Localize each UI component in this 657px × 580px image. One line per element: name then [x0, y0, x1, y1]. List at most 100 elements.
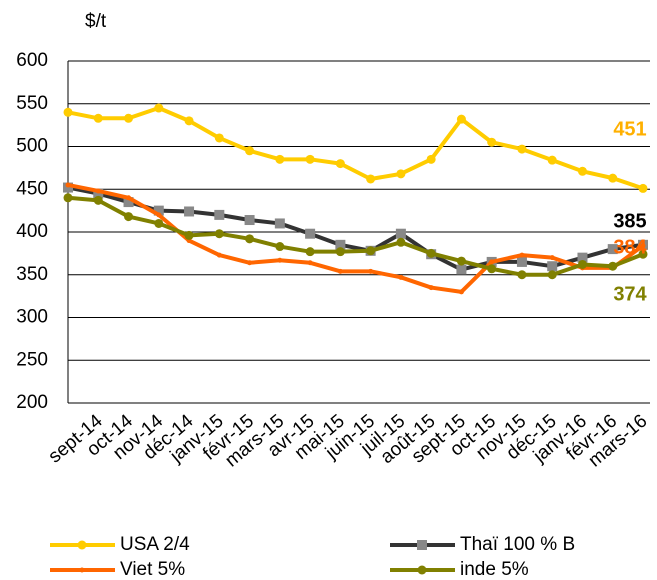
data-point [216, 252, 222, 258]
y-axis-label: $/t [85, 11, 107, 32]
data-point [123, 197, 134, 208]
data-point [426, 154, 436, 164]
data-point [456, 264, 467, 275]
data-point [638, 249, 648, 259]
data-point [124, 113, 134, 123]
data-point [607, 244, 618, 255]
data-point [489, 259, 495, 265]
data-point [335, 247, 345, 257]
series-line [67, 195, 644, 277]
data-point [305, 247, 315, 257]
data-point [307, 260, 313, 266]
data-point [426, 248, 436, 258]
data-point [516, 256, 527, 267]
series-line [67, 106, 644, 191]
data-point [366, 246, 376, 256]
legend-label: inde 5% [460, 559, 529, 580]
legend-marker [77, 540, 87, 550]
data-point [214, 229, 224, 239]
end-label: 384 [613, 236, 647, 258]
data-point [458, 289, 464, 295]
data-point [93, 113, 103, 123]
y-tick-label: 450 [16, 178, 48, 199]
end-label: 451 [613, 118, 646, 140]
series-line [67, 185, 644, 272]
data-point [154, 218, 164, 228]
data-point [214, 209, 225, 220]
data-point [63, 107, 73, 117]
data-point [428, 285, 434, 291]
data-point [577, 252, 588, 263]
data-point [396, 169, 406, 179]
data-point [63, 193, 73, 203]
end-label: 385 [613, 210, 646, 232]
data-point [638, 183, 648, 193]
y-tick-label: 300 [16, 307, 48, 328]
data-point [275, 154, 285, 164]
data-point [608, 173, 618, 183]
legend-label: Viet 5% [120, 559, 185, 580]
y-tick-label: 250 [16, 349, 48, 370]
data-point [547, 270, 557, 280]
data-point [517, 270, 527, 280]
data-point [335, 159, 345, 169]
data-point [398, 274, 404, 280]
data-point [396, 237, 406, 247]
legend-marker [79, 567, 85, 573]
y-tick-label: 550 [16, 93, 48, 114]
y-tick-label: 600 [16, 50, 48, 71]
data-point [153, 205, 164, 216]
data-point [247, 260, 253, 266]
data-point [93, 195, 103, 205]
data-point [274, 218, 285, 229]
data-point [154, 103, 164, 113]
data-point [456, 114, 466, 124]
y-tick-label: 400 [16, 221, 48, 242]
legend-marker [417, 540, 427, 550]
data-point [277, 257, 283, 263]
data-point [640, 243, 646, 249]
data-point [245, 234, 255, 244]
data-point [275, 242, 285, 252]
data-point [63, 182, 73, 193]
data-point [337, 268, 343, 274]
data-point [65, 182, 71, 188]
data-point [517, 144, 527, 154]
data-point [487, 137, 497, 147]
data-point [126, 195, 132, 201]
series-line [67, 183, 645, 294]
data-point [395, 228, 406, 239]
data-point [547, 261, 558, 272]
data-point [95, 188, 101, 194]
data-point [214, 133, 224, 143]
data-point [156, 212, 162, 218]
data-point [519, 252, 525, 258]
data-point [335, 239, 346, 250]
data-point [577, 166, 587, 176]
y-tick-label: 500 [16, 136, 48, 157]
data-point [368, 268, 374, 274]
legend-label: USA 2/4 [120, 534, 190, 555]
legend-marker [417, 565, 427, 575]
data-point [456, 256, 466, 266]
data-point [487, 264, 497, 274]
data-point [366, 174, 376, 184]
data-point [608, 261, 618, 271]
data-point [305, 154, 315, 164]
y-tick-label: 350 [16, 264, 48, 285]
data-point [93, 188, 104, 199]
data-point [184, 206, 195, 217]
data-point [305, 228, 316, 239]
end-label: 374 [613, 283, 647, 305]
data-point [244, 215, 255, 226]
data-point [184, 230, 194, 240]
data-point [184, 116, 194, 126]
data-point [245, 146, 255, 156]
legend-label: Thaï 100 % B [460, 534, 575, 555]
data-point [577, 259, 587, 269]
y-tick-label: 200 [16, 392, 48, 413]
data-point [124, 212, 134, 222]
data-point [549, 255, 555, 261]
data-point [547, 155, 557, 165]
